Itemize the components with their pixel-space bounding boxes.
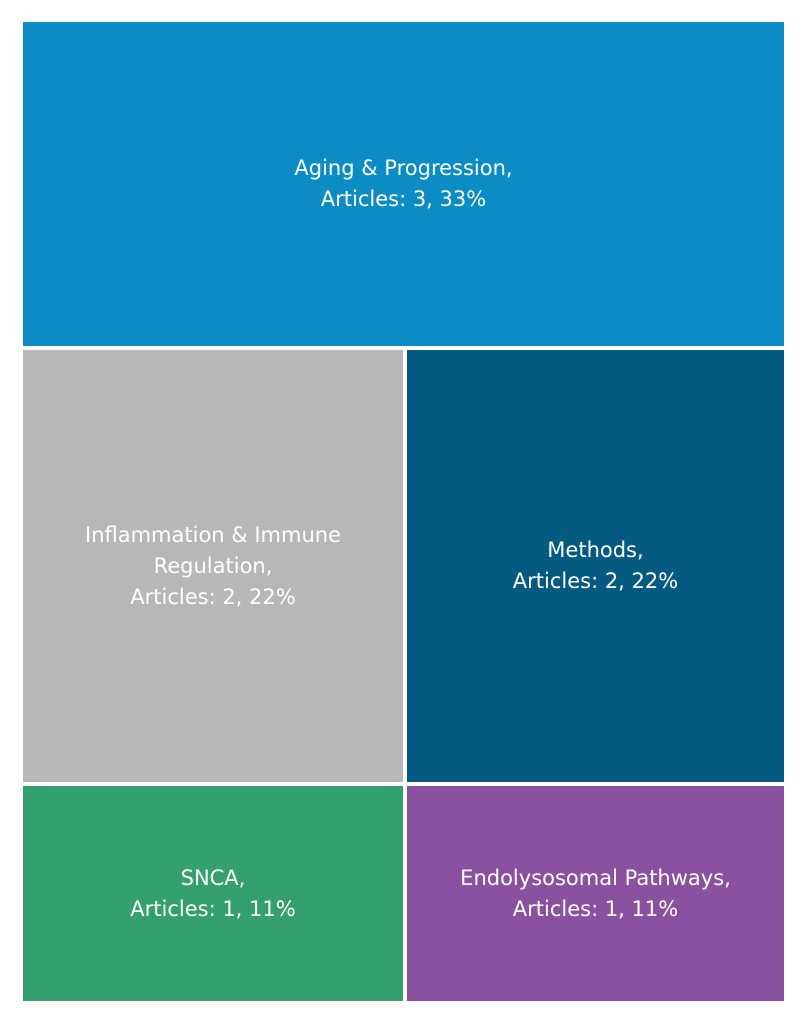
tile-stats: Articles: 1, 11% — [130, 896, 296, 921]
tile-stats: Articles: 2, 22% — [512, 569, 679, 593]
tile-name: SNCA, — [180, 865, 246, 890]
tile-name: Aging & Progression, — [294, 156, 513, 180]
tile-stats: Articles: 2, 22% — [130, 584, 296, 609]
tile-label: Methods, Articles: 2, 22% — [513, 535, 678, 597]
tile-inflammation-immune-regulation[interactable]: Inflammation & Immune Regulation, Articl… — [23, 350, 403, 782]
tile-aging-progression[interactable]: Aging & Progression, Articles: 3, 33% — [23, 22, 784, 346]
tile-snca[interactable]: SNCA, Articles: 1, 11% — [23, 786, 403, 1001]
tile-stats: Articles: 3, 33% — [320, 187, 487, 211]
tile-label: SNCA, Articles: 1, 11% — [130, 863, 295, 925]
tile-methods[interactable]: Methods, Articles: 2, 22% — [407, 350, 784, 782]
tile-endolysosomal-pathways[interactable]: Endolysosomal Pathways, Articles: 1, 11% — [407, 786, 784, 1001]
tile-stats: Articles: 1, 11% — [512, 896, 679, 921]
tile-label: Aging & Progression, Articles: 3, 33% — [294, 153, 512, 215]
tile-label: Endolysosomal Pathways, Articles: 1, 11% — [460, 863, 731, 925]
tile-label: Inflammation & Immune Regulation, Articl… — [43, 520, 383, 613]
tile-name: Inflammation & Immune Regulation, — [85, 522, 341, 578]
tile-name: Endolysosomal Pathways, — [460, 865, 731, 890]
tile-name: Methods, — [547, 538, 644, 562]
